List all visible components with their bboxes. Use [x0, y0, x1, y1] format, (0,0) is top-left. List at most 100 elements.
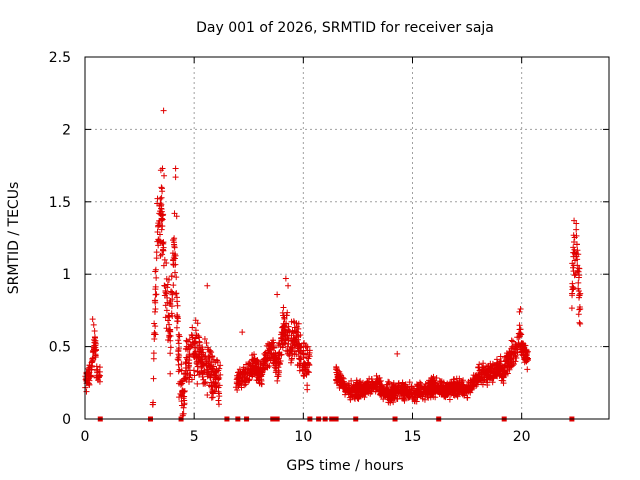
- data-point: [433, 375, 440, 382]
- data-point: [387, 399, 394, 406]
- data-point: [480, 367, 487, 374]
- data-point: [212, 376, 219, 383]
- data-point: [359, 386, 366, 393]
- data-point: [417, 381, 424, 388]
- data-point: [95, 377, 102, 384]
- data-point: [334, 378, 341, 385]
- data-point: [205, 346, 212, 353]
- data-point: [293, 334, 300, 341]
- data-point: [464, 387, 471, 394]
- data-point: [442, 393, 449, 400]
- data-point: [481, 376, 488, 383]
- data-point: [432, 383, 439, 390]
- data-point: [297, 344, 304, 351]
- data-point: [361, 385, 368, 392]
- data-point: [301, 367, 308, 374]
- data-point: [159, 165, 166, 172]
- data-point: [577, 320, 584, 327]
- data-point: [345, 382, 352, 389]
- data-point: [150, 375, 157, 382]
- data-point: [212, 359, 219, 366]
- data-point: [155, 237, 162, 244]
- data-point: [94, 369, 101, 376]
- data-point: [176, 380, 183, 387]
- data-point: [494, 365, 501, 372]
- data-point: [235, 369, 242, 376]
- data-point: [150, 399, 157, 406]
- data-point: [166, 321, 173, 328]
- data-point: [304, 382, 311, 389]
- data-point: [262, 351, 269, 358]
- data-point: [352, 395, 359, 402]
- data-point: [204, 371, 211, 378]
- data-point: [576, 306, 583, 313]
- data-point: [297, 355, 304, 362]
- data-point: [189, 334, 196, 341]
- data-point: [509, 343, 516, 350]
- y-tick-label: 1: [62, 267, 71, 283]
- data-point: [408, 391, 415, 398]
- data-point: [209, 394, 216, 401]
- data-point: [275, 364, 282, 371]
- data-point: [261, 365, 268, 372]
- data-point: [249, 366, 256, 373]
- data-point: [211, 372, 218, 379]
- data-point: [166, 327, 173, 334]
- data-point: [288, 355, 295, 362]
- data-point: [393, 395, 400, 402]
- data-point: [575, 311, 582, 318]
- data-point: [193, 332, 200, 339]
- data-point: [264, 364, 271, 371]
- data-point: [339, 380, 346, 387]
- data-point: [295, 320, 302, 327]
- axis-ticks: 0 0.5 1 1.5 2 2.5 0 5 10 15 20: [49, 50, 609, 445]
- data-point: [215, 401, 222, 408]
- data-point: [152, 286, 159, 293]
- data-point: [365, 382, 372, 389]
- data-point: [500, 377, 507, 384]
- data-point: [362, 391, 369, 398]
- data-point: [189, 324, 196, 331]
- data-point: [344, 382, 351, 389]
- data-point: [152, 306, 159, 313]
- data-point: [568, 305, 575, 312]
- data-point: [202, 353, 209, 360]
- data-point: [445, 390, 452, 397]
- data-points: [82, 107, 584, 419]
- data-point: [394, 389, 401, 396]
- data-point: [297, 331, 304, 338]
- data-point: [369, 378, 376, 385]
- data-point: [167, 326, 174, 333]
- data-point: [384, 388, 391, 395]
- data-point: [153, 291, 160, 298]
- data-point: [406, 386, 413, 393]
- data-point: [377, 377, 384, 384]
- data-point: [201, 335, 208, 342]
- data-point: [304, 343, 311, 350]
- data-point: [237, 369, 244, 376]
- data-point: [446, 396, 453, 403]
- data-point: [158, 217, 165, 224]
- data-point: [182, 370, 189, 377]
- data-point: [305, 351, 312, 358]
- data-point: [249, 373, 256, 380]
- data-point: [571, 234, 578, 241]
- x-tick-label: 5: [190, 429, 199, 445]
- data-point: [489, 379, 496, 386]
- data-point: [577, 290, 584, 297]
- data-point: [213, 366, 220, 373]
- data-point: [158, 201, 165, 208]
- data-point: [194, 380, 201, 387]
- data-point: [167, 350, 174, 357]
- data-point: [263, 342, 270, 349]
- data-point: [167, 288, 174, 295]
- data-point: [170, 282, 177, 289]
- data-point: [518, 341, 525, 348]
- data-point: [280, 304, 287, 311]
- data-point: [576, 319, 583, 326]
- data-point: [514, 334, 521, 341]
- data-point: [170, 262, 177, 269]
- data-point: [517, 326, 524, 333]
- data-point: [432, 394, 439, 401]
- data-point: [268, 340, 275, 347]
